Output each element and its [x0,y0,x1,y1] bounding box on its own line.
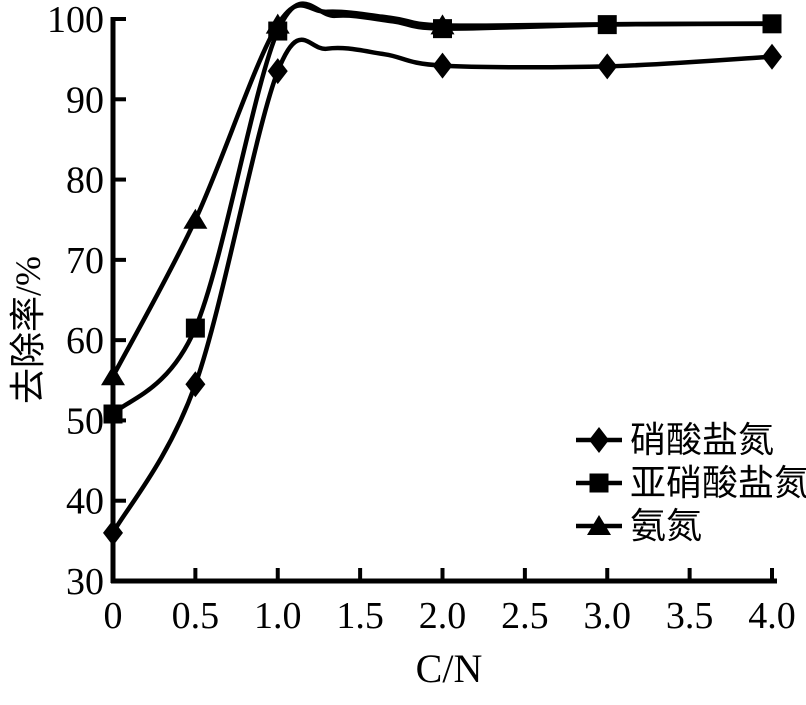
x-tick-label: 1.0 [254,595,302,637]
square-marker [103,404,123,424]
x-tick-label: 3.0 [584,595,632,637]
square-marker [268,21,288,41]
legend-square-icon [589,473,609,493]
legend-diamond-icon [589,427,609,453]
diamond-marker [103,519,123,546]
x-tick-label: 0 [104,595,123,637]
diamond-marker [432,52,453,79]
y-tick-label: 60 [66,320,104,362]
legend-item-nitrate: 硝酸盐氮 [576,420,774,460]
y-tick-label: 80 [66,160,104,202]
diamond-marker [267,58,288,85]
y-tick-label: 90 [66,79,104,121]
legend-item-nitrite: 亚硝酸盐氮 [576,463,806,503]
square-marker [762,14,782,34]
y-tick-label: 70 [66,240,104,282]
legend-label: 硝酸盐氮 [630,420,774,460]
series-markers-nitrate [103,43,782,546]
diamond-marker [597,53,618,80]
x-tick-label: 2.0 [419,595,467,637]
diamond-marker [762,43,782,70]
x-tick-label: 0.5 [172,595,220,637]
legend-label: 亚硝酸盐氮 [630,463,806,503]
x-tick-label: 4.0 [748,595,796,637]
y-tick-label: 40 [66,481,104,523]
square-marker [185,318,205,338]
y-tick-label: 30 [66,561,104,603]
x-axis-title: C/N [416,646,483,691]
x-tick-label: 1.5 [336,595,384,637]
y-tick-label: 50 [66,400,104,442]
y-axis-title: 去除率/% [8,256,48,404]
x-tick-label: 2.5 [501,595,549,637]
legend-label: 氨氮 [630,506,702,546]
legend-triangle-icon [587,515,611,535]
square-marker [597,15,617,35]
triangle-marker [101,365,125,386]
x-tick-label: 3.5 [666,595,714,637]
legend-item-ammonia: 氨氮 [576,506,702,546]
y-tick-label: 100 [47,0,104,41]
square-marker [433,19,452,39]
series-markers-nitrite [103,14,782,424]
triangle-marker [183,208,208,229]
diamond-marker [185,371,206,398]
